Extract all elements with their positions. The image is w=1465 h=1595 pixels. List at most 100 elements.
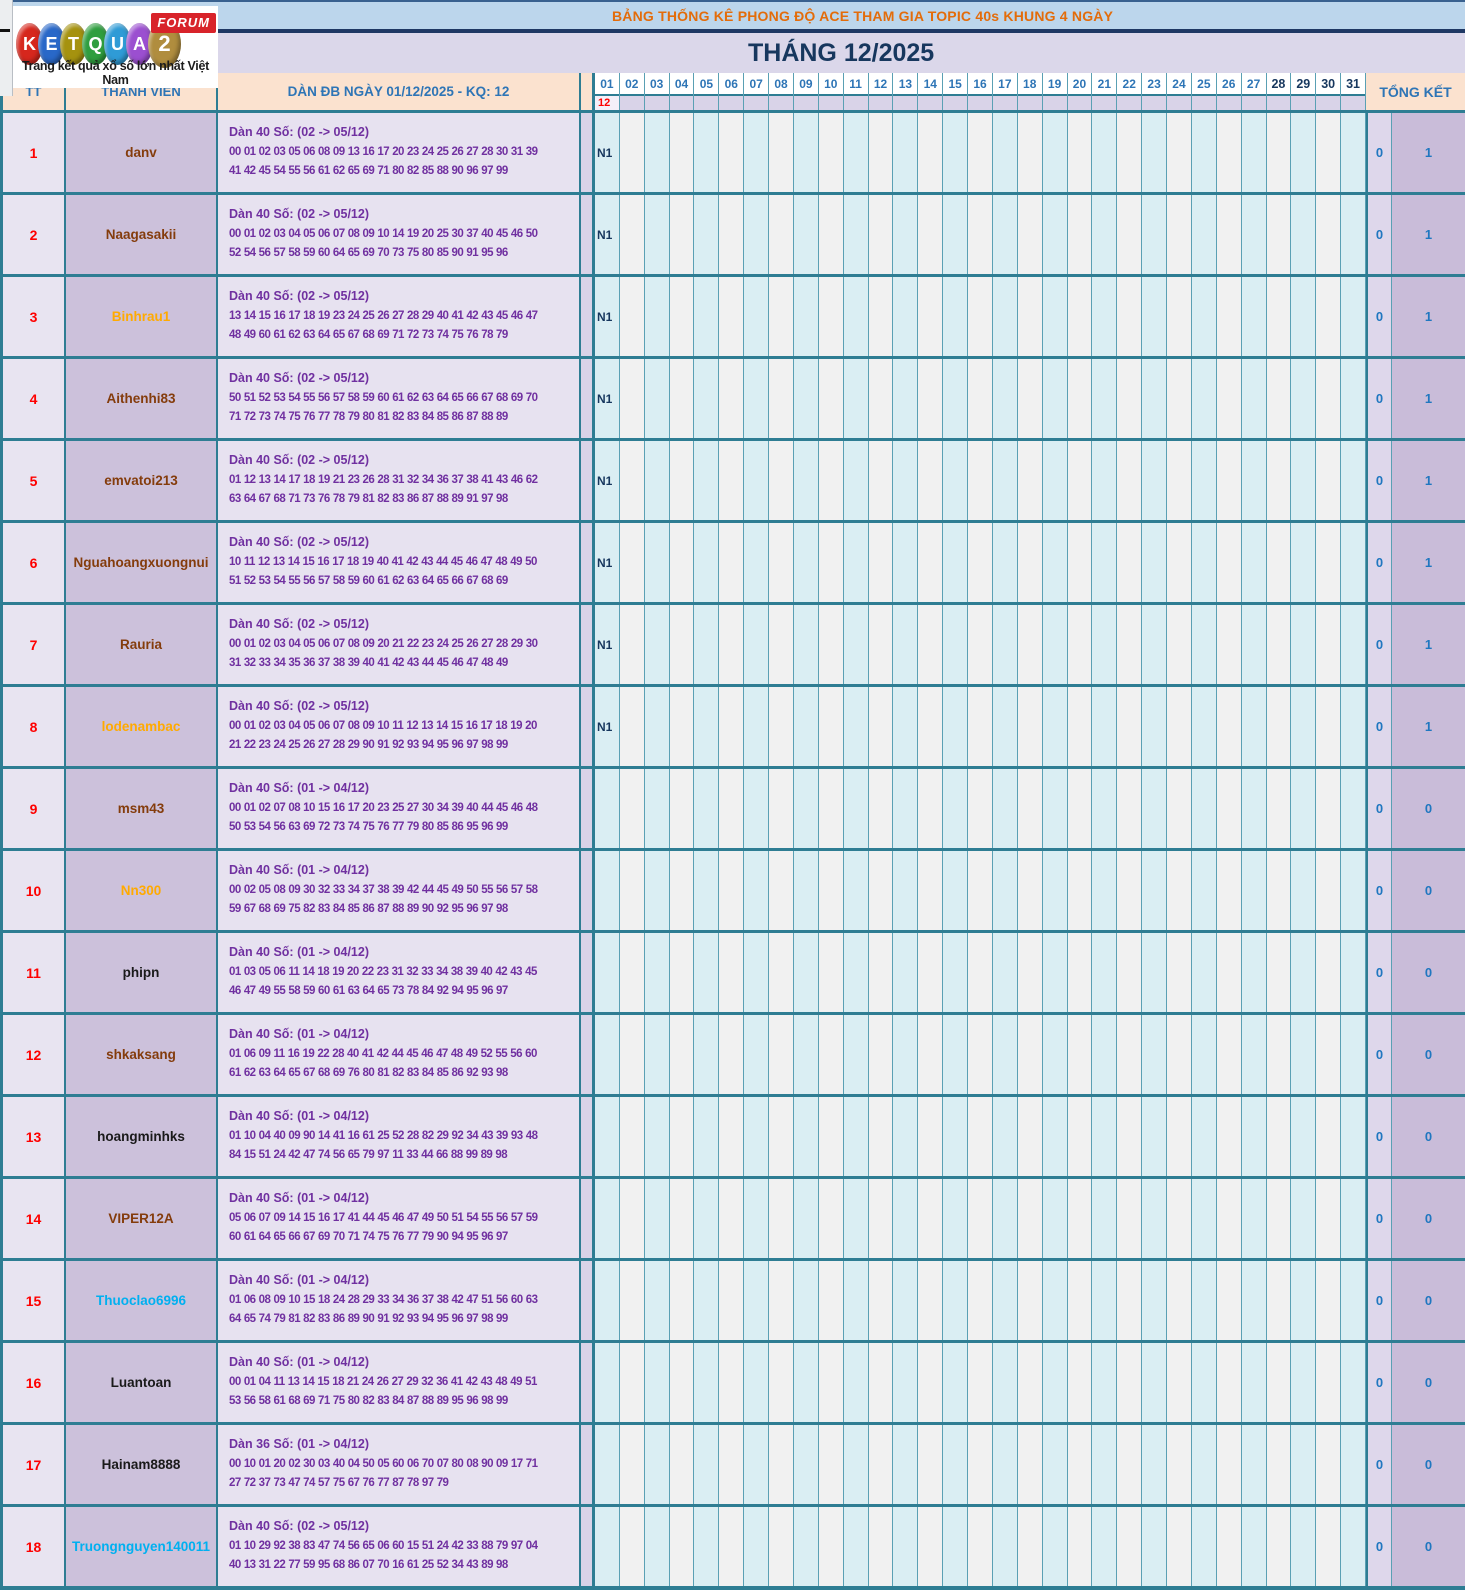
day-cell-30[interactable] [1316,687,1342,766]
day-cell-20[interactable] [1067,441,1093,520]
day-cell-22[interactable] [1117,359,1143,438]
day-cell-02[interactable] [619,277,645,356]
day-cell-09[interactable] [793,851,819,930]
day-cell-02[interactable] [619,359,645,438]
day-cell-05[interactable] [694,851,720,930]
day-cell-14[interactable] [918,277,944,356]
day-column-header-29[interactable]: 29 [1291,73,1317,110]
day-cell-18[interactable] [1017,851,1043,930]
day-cell-24[interactable] [1167,1179,1192,1258]
day-cell-19[interactable] [1042,523,1068,602]
day-cell-24[interactable] [1167,195,1192,274]
day-cell-24[interactable] [1167,1425,1192,1504]
day-cell-15[interactable] [943,1343,969,1422]
dan-numbers-cell[interactable]: Dàn 40 Số: (01 -> 04/12) 00 01 02 07 08 … [218,769,581,848]
day-column-header-09[interactable]: 09 [793,73,819,110]
day-result-subcell[interactable] [1167,96,1191,110]
day-cell-20[interactable] [1067,687,1093,766]
day-result-subcell[interactable] [769,96,793,110]
member-name-cell[interactable]: Truongnguyen140011 [66,1507,218,1586]
day-cell-27[interactable] [1241,441,1267,520]
day-column-header-23[interactable]: 23 [1142,73,1168,110]
day-cell-09[interactable] [793,523,819,602]
day-cell-26[interactable] [1216,687,1242,766]
day-cell-06[interactable] [719,769,745,848]
day-cell-01[interactable] [595,851,620,930]
day-cell-26[interactable] [1216,523,1242,602]
day-cell-02[interactable] [619,769,645,848]
day-cell-27[interactable] [1241,1015,1267,1094]
total-play-cell[interactable]: 0 [1392,1425,1465,1504]
day-cell-27[interactable] [1241,1179,1267,1258]
day-cell-25[interactable] [1191,1179,1217,1258]
day-cell-13[interactable] [893,195,919,274]
row-index-cell[interactable]: 12 [3,1015,66,1094]
day-cell-16[interactable] [968,195,993,274]
day-cell-13[interactable] [893,1507,919,1586]
day-cell-29[interactable] [1291,195,1317,274]
day-cell-14[interactable] [918,1015,944,1094]
day-cell-30[interactable] [1316,359,1342,438]
day-column-header-30[interactable]: 30 [1316,73,1342,110]
day-result-subcell[interactable] [1142,96,1167,110]
day-cell-14[interactable] [918,359,944,438]
day-cell-23[interactable] [1142,1015,1168,1094]
day-cell-27[interactable] [1241,851,1267,930]
day-cell-12[interactable] [868,605,894,684]
day-cell-07[interactable] [744,277,770,356]
day-cell-15[interactable] [943,933,969,1012]
day-cell-26[interactable] [1216,605,1242,684]
total-hit-cell[interactable]: 0 [1366,1343,1392,1422]
day-result-subcell[interactable] [1042,96,1067,110]
day-cell-31[interactable] [1341,441,1366,520]
day-cell-12[interactable] [868,277,894,356]
total-play-cell[interactable]: 0 [1392,851,1465,930]
day-cell-23[interactable] [1142,605,1168,684]
dan-numbers-cell[interactable]: Dàn 40 Số: (02 -> 05/12) 13 14 15 16 17 … [218,277,581,356]
day-cell-19[interactable] [1042,113,1068,192]
day-cell-12[interactable] [868,687,894,766]
day-cell-08[interactable] [769,1425,794,1504]
day-cell-23[interactable] [1142,687,1168,766]
day-cell-17[interactable] [992,1425,1018,1504]
member-name-cell[interactable]: phipn [66,933,218,1012]
day-cell-23[interactable] [1142,1507,1168,1586]
day-cell-28[interactable] [1266,359,1292,438]
day-cell-16[interactable] [968,851,993,930]
day-cell-31[interactable] [1341,933,1366,1012]
day-cell-13[interactable] [893,441,919,520]
day-cell-29[interactable] [1291,523,1317,602]
day-cell-18[interactable] [1017,277,1043,356]
day-cell-16[interactable] [968,523,993,602]
day-cell-11[interactable] [843,687,869,766]
day-cell-15[interactable] [943,359,969,438]
day-cell-17[interactable] [992,605,1018,684]
day-cell-25[interactable] [1191,113,1217,192]
day-cell-30[interactable] [1316,933,1342,1012]
day-cell-26[interactable] [1216,1179,1242,1258]
day-cell-23[interactable] [1142,933,1168,1012]
day-cell-28[interactable] [1266,1425,1292,1504]
total-play-cell[interactable]: 1 [1392,113,1465,192]
day-cell-28[interactable] [1266,195,1292,274]
day-column-header-04[interactable]: 04 [669,73,695,110]
day-column-header-12[interactable]: 12 [868,73,894,110]
day-column-header-27[interactable]: 27 [1241,73,1267,110]
day-cell-29[interactable] [1291,933,1317,1012]
day-cell-30[interactable] [1316,1261,1342,1340]
day-cell-26[interactable] [1216,1261,1242,1340]
day-cell-19[interactable] [1042,1179,1068,1258]
day-cell-12[interactable] [868,769,894,848]
day-cell-24[interactable] [1167,687,1192,766]
day-cell-22[interactable] [1117,523,1143,602]
total-play-cell[interactable]: 1 [1392,359,1465,438]
day-cell-28[interactable] [1266,1097,1292,1176]
day-cell-03[interactable] [644,1015,670,1094]
day-cell-27[interactable] [1241,195,1267,274]
day-cell-20[interactable] [1067,277,1093,356]
day-cell-08[interactable] [769,441,794,520]
day-result-subcell[interactable] [644,96,669,110]
day-cell-11[interactable] [843,605,869,684]
day-cell-01[interactable]: N1 [595,523,620,602]
day-cell-02[interactable] [619,441,645,520]
